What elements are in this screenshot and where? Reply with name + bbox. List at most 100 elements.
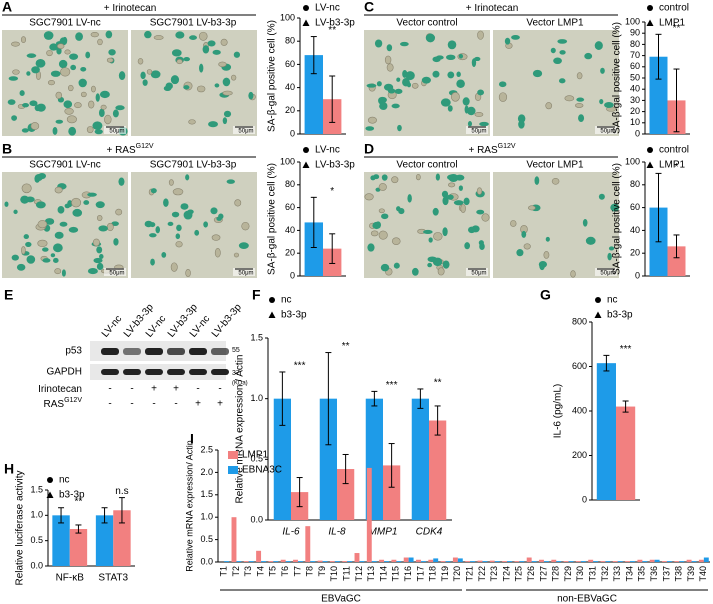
bar	[477, 560, 483, 562]
cell	[31, 66, 40, 74]
bar	[666, 561, 672, 562]
bar	[243, 561, 249, 562]
cell	[78, 78, 87, 88]
cell	[188, 119, 196, 125]
cell	[582, 218, 588, 227]
band	[167, 369, 185, 375]
x-tick-label: T15	[391, 566, 401, 582]
cell	[498, 92, 508, 102]
bar	[519, 561, 525, 562]
cell	[456, 79, 465, 88]
bar	[411, 398, 429, 520]
legend-label: EBNA3C	[242, 465, 282, 476]
x-tick-label: T37	[661, 566, 671, 582]
cell	[98, 108, 105, 118]
cell	[150, 70, 161, 79]
cell	[36, 103, 46, 112]
cell	[433, 232, 443, 241]
cell	[194, 229, 200, 236]
cell	[26, 255, 36, 264]
bar	[273, 398, 291, 520]
cell	[551, 178, 560, 185]
x-tick-label: T19	[440, 566, 450, 582]
x-tick-label: IL-6	[282, 527, 300, 538]
cell	[511, 34, 520, 40]
cell	[61, 269, 66, 277]
x-tick-label: T20	[452, 566, 462, 582]
cell	[550, 47, 556, 54]
legend-marker	[646, 161, 654, 168]
bar	[248, 561, 254, 562]
cell	[222, 77, 231, 87]
x-tick-label: T40	[698, 566, 708, 582]
bar	[319, 398, 337, 520]
x-tick-label: T39	[686, 566, 696, 582]
cell	[608, 246, 615, 251]
cell	[64, 49, 71, 55]
cell	[521, 230, 527, 238]
row-sup: G12V	[64, 397, 82, 404]
bar	[273, 561, 279, 562]
legend-marker	[303, 5, 309, 11]
y-tick-label: 0.5	[250, 454, 263, 464]
cell	[428, 237, 433, 243]
x-tick-label: T1	[219, 566, 229, 577]
cell	[446, 54, 456, 61]
y-tick-label: 600	[572, 361, 587, 371]
bar	[297, 561, 303, 562]
sign: -	[130, 384, 133, 395]
cell	[545, 102, 553, 110]
cell	[20, 195, 30, 204]
y-tick-label: 80	[285, 179, 295, 189]
y-tick-label: 50	[630, 72, 640, 82]
panel-letter: G	[540, 287, 551, 303]
cell	[29, 100, 38, 107]
legend-marker	[302, 161, 310, 168]
cell	[20, 36, 27, 44]
cell	[150, 188, 157, 194]
panel-letter: F	[252, 287, 261, 303]
cell	[75, 32, 83, 41]
cell	[381, 174, 388, 181]
y-tick-label: 60	[630, 202, 640, 212]
cell	[448, 182, 456, 188]
cell	[113, 238, 119, 246]
legend-label: LMP1	[659, 160, 686, 171]
cell	[600, 67, 605, 74]
cell	[97, 38, 103, 46]
cell	[458, 53, 464, 59]
cell	[447, 71, 455, 79]
y-tick-label: 20	[630, 248, 640, 258]
scale-label: 50μm	[238, 129, 253, 135]
bar	[649, 559, 655, 562]
band-label: GAPDH	[46, 367, 82, 378]
cell	[7, 99, 16, 105]
bar	[285, 561, 291, 562]
cell	[99, 90, 110, 99]
panel-letter: H	[4, 461, 14, 477]
cell	[176, 59, 183, 65]
cell	[376, 81, 382, 87]
cell	[218, 213, 224, 220]
cell	[367, 116, 377, 124]
cell	[370, 230, 379, 237]
band	[211, 348, 229, 355]
legend-label: b3-3p	[59, 490, 85, 501]
cell	[167, 221, 174, 227]
legend-label: nc	[281, 295, 292, 306]
y-tick-label: 60	[630, 61, 640, 71]
bar	[593, 561, 599, 562]
band	[189, 348, 207, 355]
bar	[384, 561, 389, 562]
cell	[144, 220, 153, 228]
cell	[372, 221, 381, 230]
cell	[476, 209, 485, 215]
x-tick-label: T18	[428, 566, 438, 582]
cell	[584, 52, 593, 60]
cell	[42, 258, 51, 263]
legend-label: LV-nc	[315, 145, 340, 156]
legend-label: LV-b3-3p	[315, 160, 355, 171]
y-tick-label: 2.5	[200, 444, 213, 454]
cell	[594, 41, 603, 50]
cell	[427, 262, 433, 268]
